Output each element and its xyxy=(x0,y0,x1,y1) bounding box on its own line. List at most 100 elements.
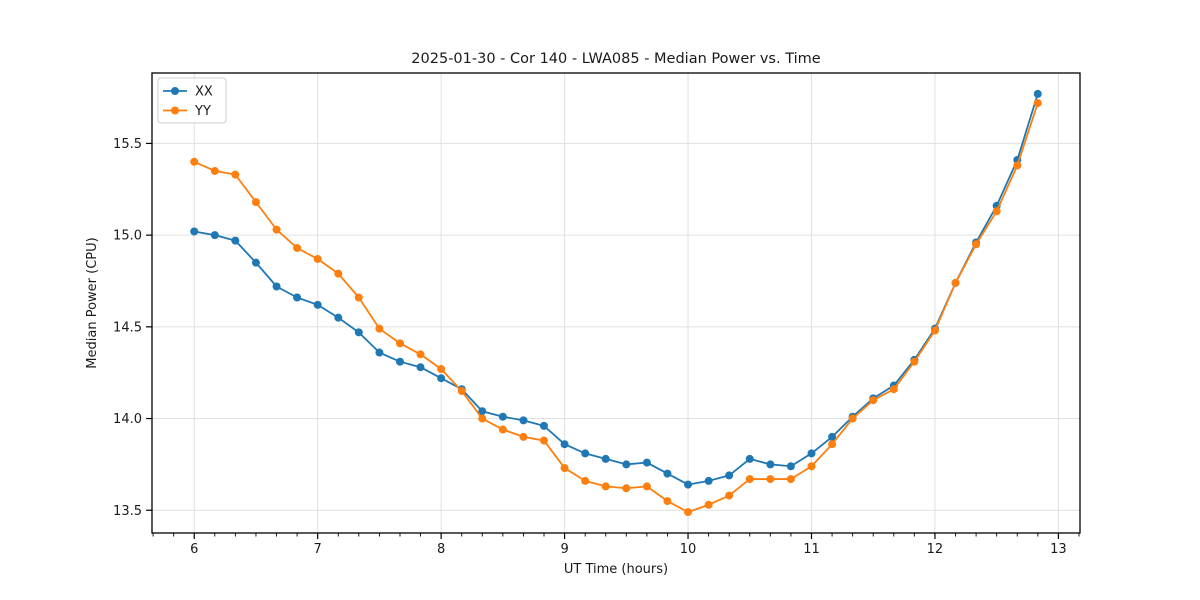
data-point-xx xyxy=(539,421,548,430)
data-point-yy xyxy=(951,278,960,287)
x-tick-label: 6 xyxy=(190,542,198,557)
data-point-yy xyxy=(910,357,919,366)
y-tick-label: 15.5 xyxy=(113,137,142,152)
data-point-yy xyxy=(354,293,363,302)
data-point-yy xyxy=(231,170,240,179)
data-point-yy xyxy=(416,350,425,359)
legend-label-xx: XX xyxy=(195,85,213,100)
data-point-yy xyxy=(889,385,898,394)
data-point-yy xyxy=(869,396,878,405)
plot-border xyxy=(151,72,1081,534)
data-point-yy xyxy=(478,414,487,423)
data-point-yy xyxy=(972,240,981,249)
data-point-xx xyxy=(807,449,816,458)
data-point-yy xyxy=(313,254,322,263)
data-point-yy xyxy=(1013,161,1022,170)
data-point-xx xyxy=(416,363,425,372)
y-axis-label: Median Power (CPU) xyxy=(85,237,100,368)
data-point-xx xyxy=(498,412,507,421)
data-point-yy xyxy=(1033,99,1042,108)
data-point-yy xyxy=(766,475,775,484)
data-point-xx xyxy=(766,460,775,469)
data-point-xx xyxy=(334,313,343,322)
data-point-xx xyxy=(560,440,569,449)
data-point-yy xyxy=(539,436,548,445)
data-point-yy xyxy=(293,243,302,252)
data-point-yy xyxy=(601,482,610,491)
data-point-yy xyxy=(622,484,631,493)
x-axis-label: UT Time (hours) xyxy=(564,562,668,577)
data-point-xx xyxy=(663,469,672,478)
data-point-xx xyxy=(478,407,487,416)
data-point-xx xyxy=(272,282,281,291)
y-tick-label: 14.0 xyxy=(113,412,142,427)
legend-box xyxy=(157,77,227,124)
data-point-yy xyxy=(457,387,466,396)
data-point-xx xyxy=(1033,89,1042,98)
data-point-yy xyxy=(396,339,405,348)
chart-title: 2025-01-30 - Cor 140 - LWA085 - Median P… xyxy=(411,51,820,67)
data-point-xx xyxy=(375,348,384,357)
data-point-xx xyxy=(622,460,631,469)
legend-marker-xx xyxy=(171,87,179,95)
data-point-yy xyxy=(375,324,384,333)
x-tick-label: 7 xyxy=(314,542,322,557)
data-point-xx xyxy=(601,454,610,463)
data-point-yy xyxy=(251,198,260,207)
plot-layer: 6 7 8 9 10 11 12 13 13.5 14.0 14.5 15.0 15.5 XX YY xyxy=(113,72,1081,557)
data-point-yy xyxy=(807,462,816,471)
x-tick-label: 9 xyxy=(560,542,568,557)
data-point-yy xyxy=(745,475,754,484)
data-point-xx xyxy=(642,458,651,467)
x-tick-label: 10 xyxy=(680,542,697,557)
data-point-xx xyxy=(684,480,693,489)
data-point-yy xyxy=(725,491,734,500)
data-point-xx xyxy=(293,293,302,302)
data-point-xx xyxy=(210,231,219,240)
series-line-xx xyxy=(193,93,1039,486)
x-tick-label: 11 xyxy=(803,542,820,557)
data-point-xx xyxy=(828,432,837,441)
data-point-xx xyxy=(519,416,528,425)
legend-marker-yy xyxy=(171,106,179,115)
data-point-xx xyxy=(786,462,795,471)
data-point-xx xyxy=(745,454,754,463)
y-tick-label: 15.0 xyxy=(113,229,142,244)
data-point-yy xyxy=(704,500,713,509)
data-point-yy xyxy=(190,157,199,166)
data-point-yy xyxy=(581,476,590,485)
data-point-xx xyxy=(231,236,240,245)
data-point-yy xyxy=(684,508,693,517)
series-line-yy xyxy=(193,102,1039,513)
data-point-yy xyxy=(992,207,1001,216)
data-point-xx xyxy=(704,476,713,485)
data-point-yy xyxy=(519,432,528,441)
y-tick-label: 14.5 xyxy=(113,320,142,335)
data-point-xx xyxy=(437,374,446,383)
data-point-xx xyxy=(725,471,734,480)
data-point-xx xyxy=(251,258,260,267)
data-point-yy xyxy=(498,425,507,434)
data-point-yy xyxy=(437,365,446,374)
legend-label-yy: YY xyxy=(194,104,211,119)
x-tick-label: 8 xyxy=(437,542,445,557)
data-point-xx xyxy=(354,328,363,337)
data-point-xx xyxy=(396,357,405,366)
data-point-yy xyxy=(560,464,569,473)
data-point-yy xyxy=(663,497,672,506)
data-point-yy xyxy=(848,414,857,423)
data-point-xx xyxy=(581,449,590,458)
data-point-yy xyxy=(210,166,219,175)
data-point-yy xyxy=(828,440,837,449)
data-point-xx xyxy=(190,227,199,236)
x-tick-label: 13 xyxy=(1050,542,1067,557)
x-tick-label: 12 xyxy=(927,542,944,557)
data-point-yy xyxy=(930,326,939,335)
data-point-yy xyxy=(642,482,651,491)
data-point-yy xyxy=(272,225,281,234)
y-tick-label: 13.5 xyxy=(113,504,142,519)
data-point-xx xyxy=(313,300,322,309)
data-point-yy xyxy=(334,269,343,278)
